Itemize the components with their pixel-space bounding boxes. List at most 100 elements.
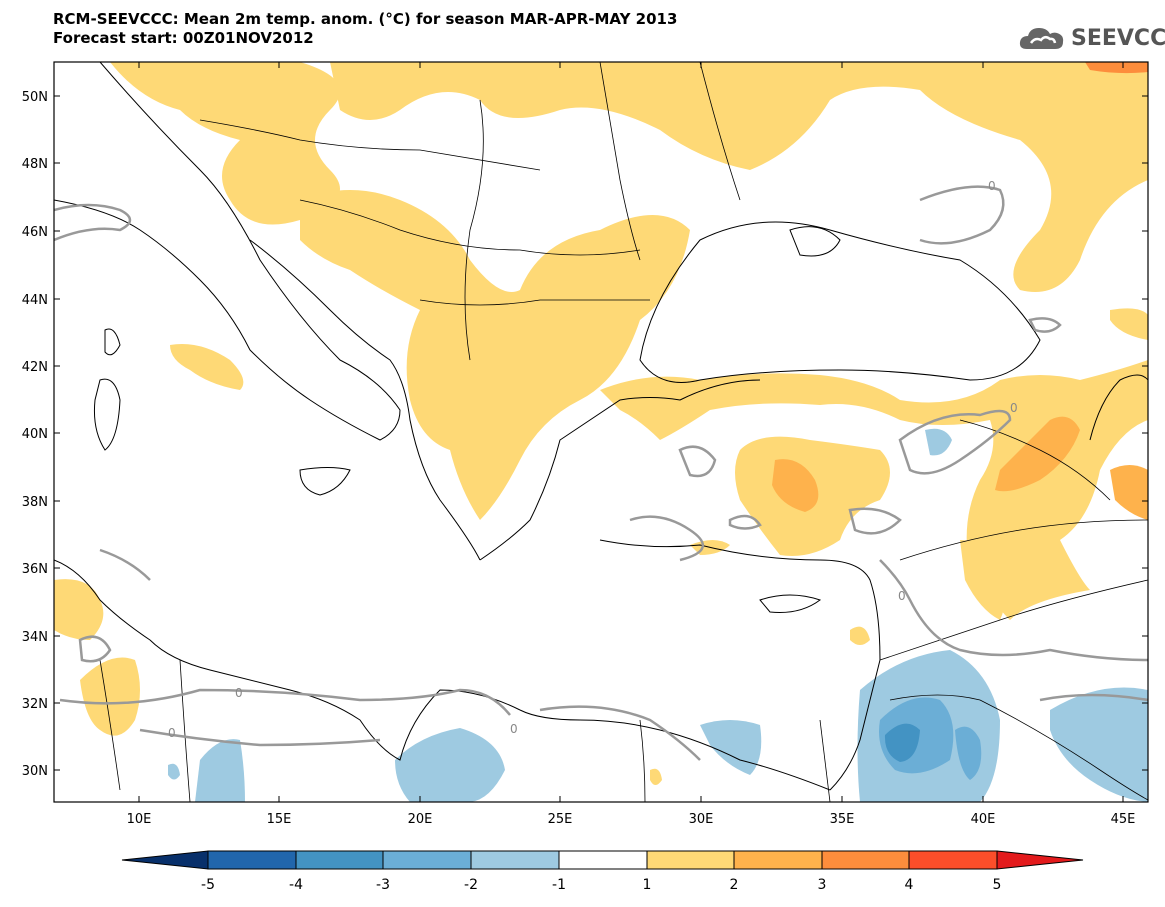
contour-label: 0 <box>510 722 518 736</box>
cloud-icon <box>1019 28 1064 49</box>
anomaly-region-saudi-cold <box>955 726 982 780</box>
anomaly-region-levant <box>960 540 1005 620</box>
lon-label: 30E <box>689 812 714 827</box>
zero-contour-10 <box>1039 693 1148 702</box>
anomaly-region-jordan-coldest <box>884 723 920 762</box>
coastline-egypt <box>519 709 831 791</box>
anomaly-region-sinai <box>850 626 870 645</box>
border-14 <box>819 719 831 802</box>
anomaly-region-east <box>1110 308 1148 340</box>
coastlines <box>54 62 1148 791</box>
contour-labels: 0 0 0 0 0 0 <box>168 179 1018 740</box>
anomaly-region-iran-cold <box>1050 687 1148 802</box>
lat-label: 38N <box>22 495 48 510</box>
coastline-sardinia <box>94 378 121 451</box>
anomaly-2-3-regions <box>772 416 1148 520</box>
lon-label: 35E <box>830 812 855 827</box>
zero-contour-14 <box>539 705 701 761</box>
border-13 <box>639 719 646 802</box>
border-1 <box>199 119 541 171</box>
border-3 <box>419 299 650 306</box>
border-6 <box>699 62 741 201</box>
zero-contour-9 <box>879 559 1148 662</box>
coastline-corsica <box>104 328 121 356</box>
coastline-crimea <box>789 226 841 257</box>
zero-contour-13 <box>139 728 381 747</box>
colorbar-tick-label: -1 <box>552 877 566 893</box>
lat-label: 36N <box>22 562 48 577</box>
colorbar: -5 -4 -3 -2 -1 1 2 3 4 5 <box>121 850 1084 893</box>
contour-label: 0 <box>898 589 906 603</box>
coastline-caspian <box>1089 374 1148 441</box>
coastline-levant <box>829 659 881 791</box>
anomaly-region-turkey-cold <box>925 428 952 456</box>
colorbar-swatch <box>470 850 560 870</box>
anomaly-region-libya-inland <box>195 739 245 802</box>
border-7 <box>959 419 1111 501</box>
anomaly-region-north-africa-west <box>54 579 104 640</box>
coastline-greece-aegean <box>479 379 761 561</box>
anomaly-region-egypt-coast <box>650 768 662 785</box>
colorbar-tick-label: 2 <box>730 877 739 893</box>
colorbar-swatch <box>382 850 472 870</box>
contour-label: 0 <box>988 179 996 193</box>
anomaly-region-anatolia-warm <box>772 459 819 512</box>
colorbar-arrow-right <box>996 850 1084 870</box>
border-4 <box>464 99 484 361</box>
colorbar-swatch <box>821 850 910 870</box>
anomaly-region-anatolia-north <box>600 360 1148 620</box>
anomaly-region-libya-coast <box>395 728 505 802</box>
lon-label: 10E <box>127 812 152 827</box>
zero-contour-4 <box>898 409 1012 475</box>
country-borders <box>99 62 1148 802</box>
colorbar-tick-label: -4 <box>289 877 303 893</box>
seevccc-logo: SEEVCCC <box>1017 22 1165 54</box>
anomaly-region-central-europe <box>110 62 340 225</box>
anomaly-region-iran-warm <box>1110 465 1148 520</box>
coastline-italy <box>54 62 401 441</box>
anomaly-1-2-regions <box>54 62 1148 785</box>
lat-label: 30N <box>22 764 48 779</box>
zero-contour-15 <box>99 548 151 581</box>
lon-label: 40E <box>971 812 996 827</box>
anomaly-region-balkans <box>300 190 690 520</box>
colorbar-swatch <box>646 850 735 870</box>
border-10 <box>889 694 1148 801</box>
anomaly-region-ukraine-hot <box>1085 62 1148 74</box>
lat-label: 40N <box>22 427 48 442</box>
lat-label: 46N <box>22 225 48 240</box>
contour-label: 0 <box>235 686 243 700</box>
colorbar-swatch <box>908 850 998 870</box>
anomaly-region-tunisia-cold <box>168 763 180 780</box>
border-5 <box>599 62 641 261</box>
lon-label: 45E <box>1111 812 1136 827</box>
border-9 <box>879 579 1148 661</box>
lon-label: 25E <box>548 812 573 827</box>
colorbar-tick-label: -3 <box>376 877 390 893</box>
colorbar-tick-label: -5 <box>201 877 215 893</box>
zero-contours <box>54 185 1148 761</box>
anomaly-region-caucasus-warm <box>995 416 1080 492</box>
zero-contour-5 <box>678 445 717 478</box>
contour-label: 0 <box>168 726 176 740</box>
title-line-1: RCM-SEEVCCC: Mean 2m temp. anom. (°C) fo… <box>53 10 678 28</box>
lat-label: 50N <box>22 90 48 105</box>
longitude-axis: 10E 15E 20E 25E 30E 35E 40E 45E <box>127 62 1136 827</box>
anomaly-region-southern-italy <box>170 344 244 390</box>
logo-text: SEEVCCC <box>1071 25 1165 51</box>
latitude-axis: 50N 48N 46N 44N 42N 40N 38N 36N 34N 32N … <box>22 90 1148 779</box>
colorbar-tick-label: 1 <box>643 877 652 893</box>
coastline-cyprus <box>759 594 822 613</box>
chart-title: RCM-SEEVCCC: Mean 2m temp. anom. (°C) fo… <box>53 10 677 48</box>
title-line-2: Forecast start: 00Z01NOV2012 <box>53 29 314 47</box>
zero-contour-8 <box>848 507 902 535</box>
coastline-turkey-south <box>599 539 881 661</box>
coastline-sicily <box>299 467 351 496</box>
zero-contour-2 <box>919 185 1005 245</box>
contour-label: 0 <box>1010 401 1018 415</box>
map-area: 0 0 0 0 0 0 <box>54 62 1148 802</box>
border-8 <box>899 519 1148 561</box>
colorbar-swatch <box>558 850 648 870</box>
colorbar-swatch <box>295 850 384 870</box>
